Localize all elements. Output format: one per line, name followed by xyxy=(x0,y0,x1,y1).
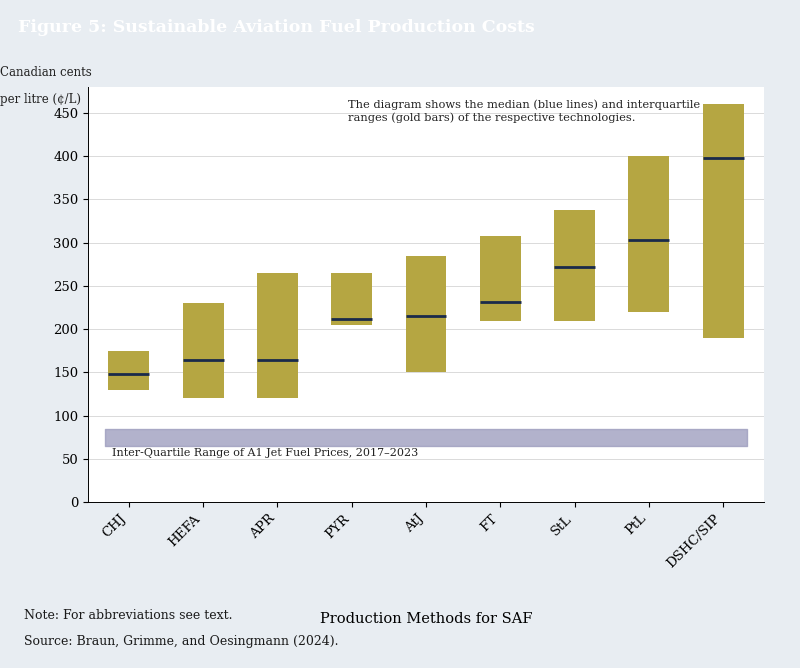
X-axis label: Production Methods for SAF: Production Methods for SAF xyxy=(320,612,532,626)
Text: Source: Braun, Grimme, and Oesingmann (2024).: Source: Braun, Grimme, and Oesingmann (2… xyxy=(24,635,338,647)
Bar xyxy=(554,210,595,321)
Text: Canadian cents: Canadian cents xyxy=(0,65,92,79)
Bar xyxy=(109,351,150,390)
Bar xyxy=(629,156,670,312)
Text: per litre (¢/L): per litre (¢/L) xyxy=(0,93,81,106)
Bar xyxy=(182,303,223,398)
Bar xyxy=(331,273,372,325)
Text: Figure 5: Sustainable Aviation Fuel Production Costs: Figure 5: Sustainable Aviation Fuel Prod… xyxy=(18,19,534,36)
Bar xyxy=(702,104,743,338)
Text: The diagram shows the median (blue lines) and interquartile
ranges (gold bars) o: The diagram shows the median (blue lines… xyxy=(348,100,700,123)
Text: Inter-Quartile Range of A1 Jet Fuel Prices, 2017–2023: Inter-Quartile Range of A1 Jet Fuel Pric… xyxy=(112,448,418,458)
Bar xyxy=(257,273,298,398)
Text: Note: For abbreviations see text.: Note: For abbreviations see text. xyxy=(24,609,233,623)
Bar xyxy=(480,236,521,321)
Bar xyxy=(406,256,446,373)
